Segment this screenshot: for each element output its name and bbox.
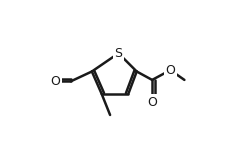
Text: O: O <box>50 75 60 88</box>
Text: S: S <box>114 47 123 60</box>
Text: O: O <box>147 96 157 109</box>
Text: O: O <box>165 64 175 77</box>
